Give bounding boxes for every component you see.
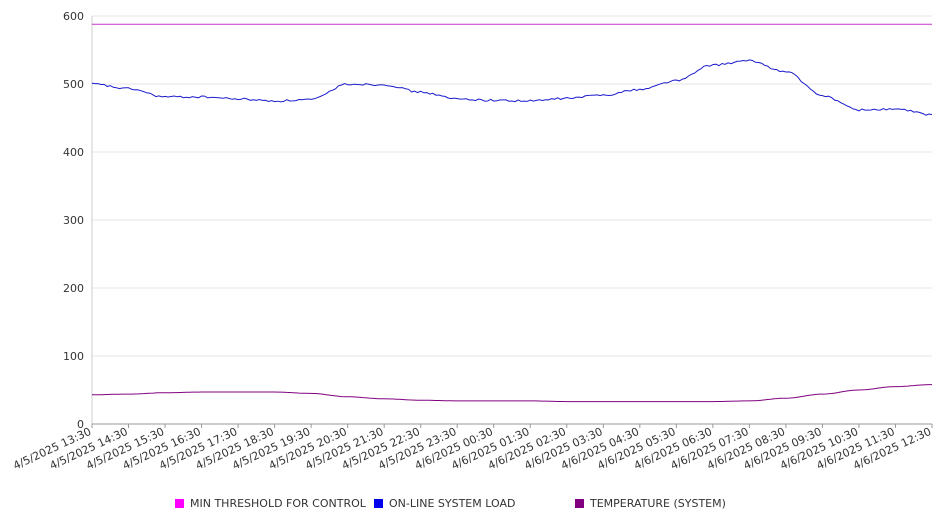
- legend-item: MIN THRESHOLD FOR CONTROL: [175, 497, 366, 510]
- legend-item: TEMPERATURE (SYSTEM): [575, 497, 726, 510]
- legend-swatch: [374, 499, 383, 508]
- legend-label: ON-LINE SYSTEM LOAD: [389, 497, 516, 510]
- y-tick-label: 300: [63, 214, 84, 227]
- series-line: [91, 384, 932, 403]
- y-tick-label: 500: [63, 78, 84, 91]
- legend-label: TEMPERATURE (SYSTEM): [590, 497, 726, 510]
- legend-swatch: [175, 499, 184, 508]
- axes: [91, 16, 933, 428]
- legend-label: MIN THRESHOLD FOR CONTROL: [190, 497, 366, 510]
- series-lines: [91, 23, 933, 403]
- y-tick-label: 600: [63, 10, 84, 23]
- series-line: [91, 59, 933, 116]
- legend: MIN THRESHOLD FOR CONTROL ON-LINE SYSTEM …: [0, 497, 946, 515]
- x-tick-labels: 4/5/2025 13:304/5/2025 14:304/5/2025 15:…: [11, 425, 933, 473]
- y-tick-label: 400: [63, 146, 84, 159]
- legend-item: ON-LINE SYSTEM LOAD: [374, 497, 515, 510]
- y-tick-labels: 0 100 200 300 400 500 600: [63, 10, 84, 431]
- grid-lines: [92, 15, 932, 425]
- y-tick-label: 0: [77, 418, 84, 431]
- y-tick-label: 100: [63, 350, 84, 363]
- y-tick-label: 200: [63, 282, 84, 295]
- legend-swatch: [575, 499, 584, 508]
